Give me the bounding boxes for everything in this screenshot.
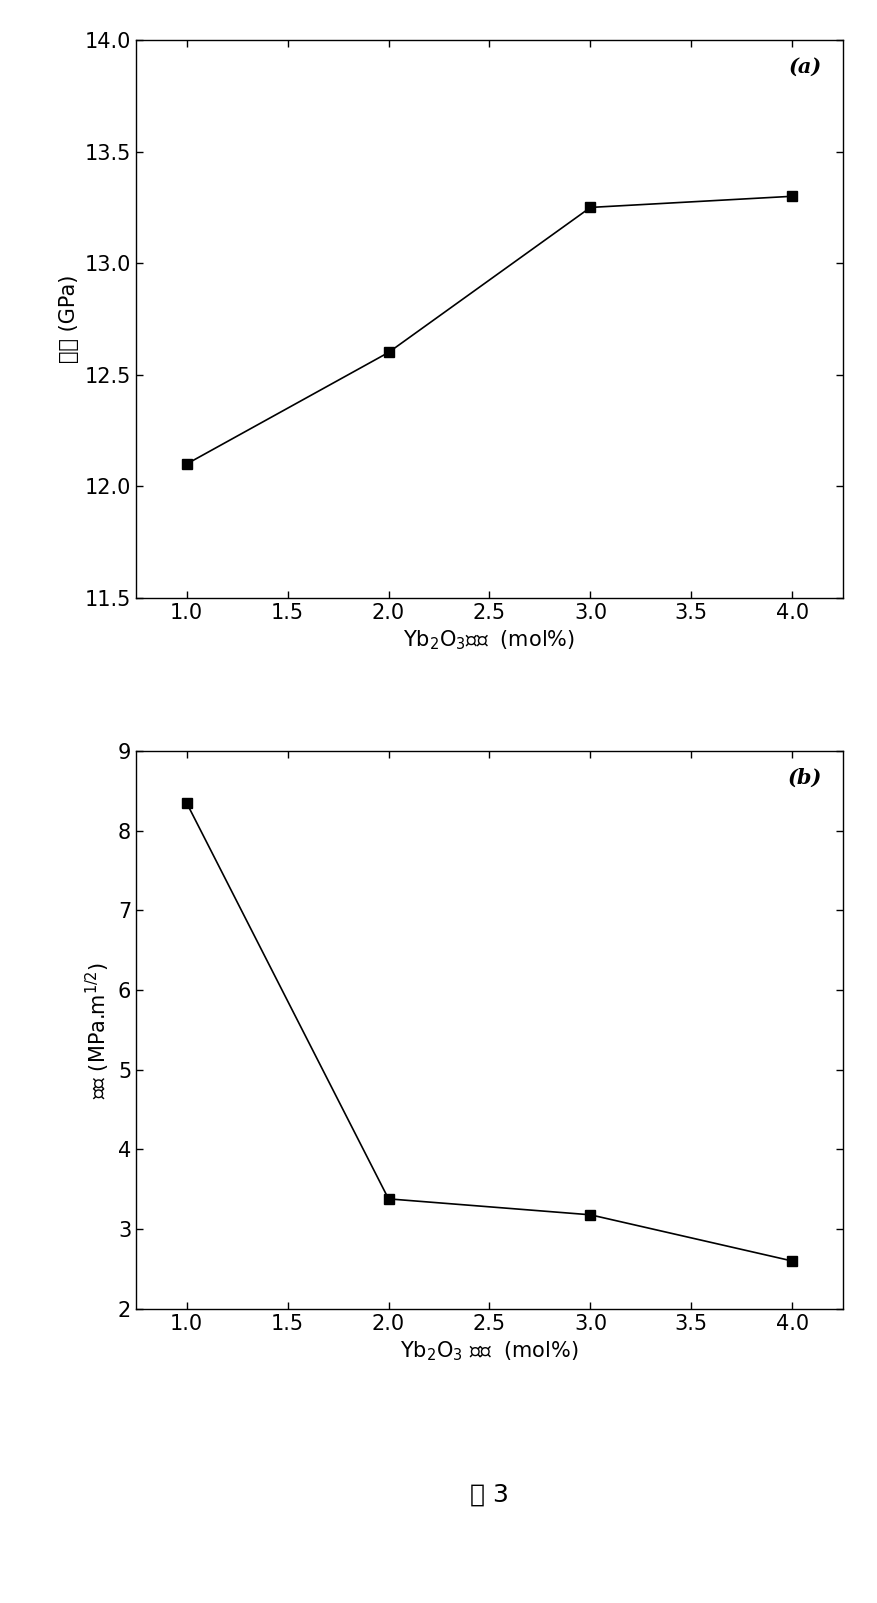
X-axis label: $\mathrm{Yb_2O_3}$含量  (mol%): $\mathrm{Yb_2O_3}$含量 (mol%)	[403, 628, 574, 652]
Text: (b): (b)	[787, 768, 821, 787]
Y-axis label: 硬度 (GPa): 硬度 (GPa)	[60, 274, 79, 364]
Text: (a): (a)	[788, 56, 821, 77]
Y-axis label: 韧性 (MPa.m$^{1/2}$): 韧性 (MPa.m$^{1/2}$)	[84, 962, 112, 1098]
X-axis label: $\mathrm{Yb_2O_3}$ 含量  (mol%): $\mathrm{Yb_2O_3}$ 含量 (mol%)	[400, 1339, 578, 1363]
Text: 图 3: 图 3	[469, 1483, 509, 1507]
